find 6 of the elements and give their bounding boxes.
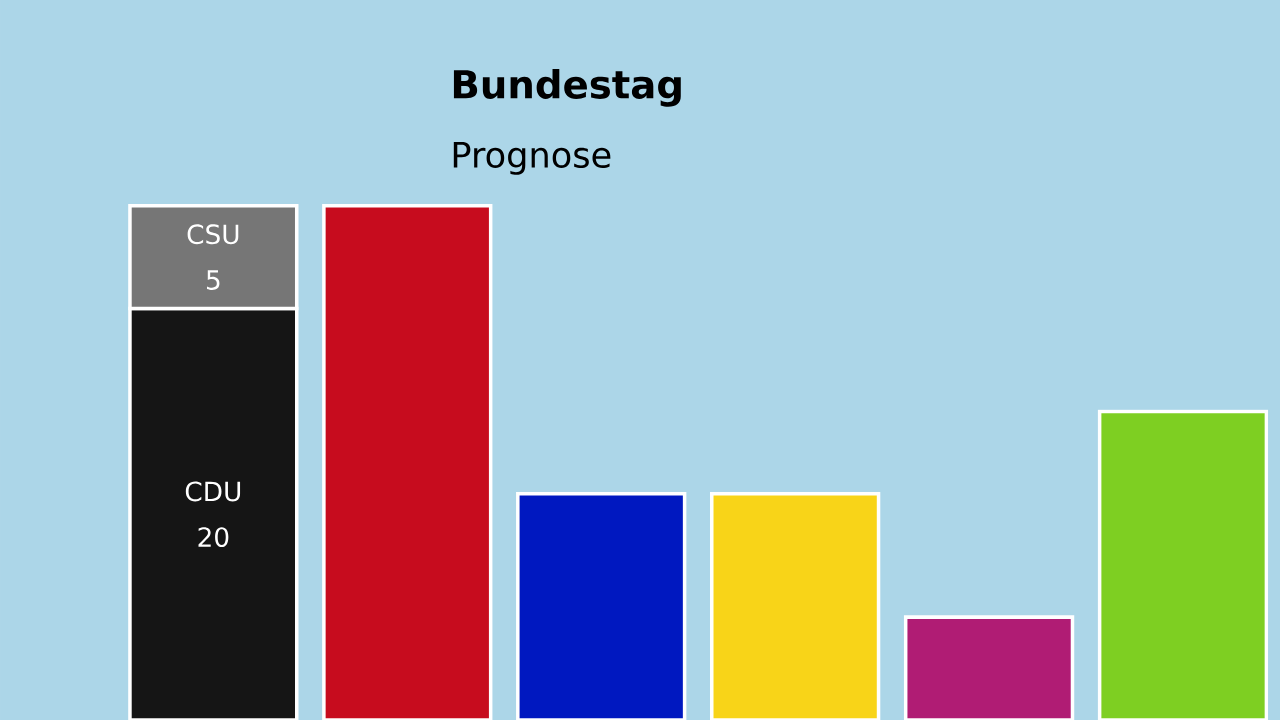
series-label: CSU	[187, 224, 239, 245]
series-label: CDU	[185, 481, 241, 502]
text: Bundestag	[453, 69, 681, 107]
data-label: 5	[207, 270, 220, 291]
data-label: 20	[198, 527, 229, 548]
text: Prognose	[453, 142, 611, 175]
